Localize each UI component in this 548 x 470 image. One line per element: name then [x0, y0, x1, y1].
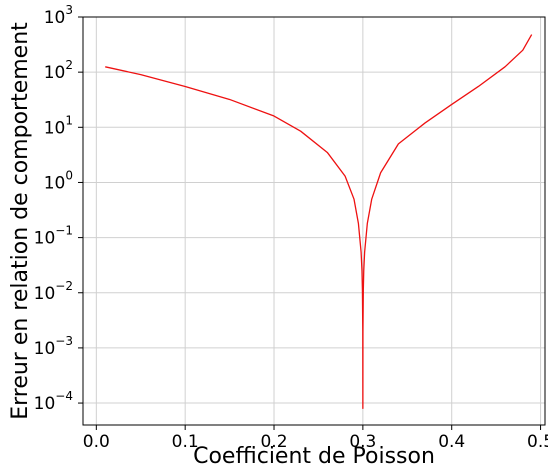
y-tick-base: 10 — [34, 339, 56, 359]
y-tick-exponent: −3 — [55, 334, 73, 348]
y-tick-exponent: 3 — [65, 3, 73, 17]
y-tick-base: 10 — [34, 229, 56, 249]
plot-frame — [82, 16, 546, 426]
x-tick-label: 0.5 — [527, 432, 548, 452]
y-tick-exponent: 2 — [65, 58, 73, 72]
y-tick-label: 10−1 — [34, 224, 73, 249]
y-tick-label: 103 — [44, 3, 73, 28]
x-tick-label: 0.0 — [83, 432, 110, 452]
series-line-0 — [105, 34, 533, 410]
y-tick-base: 10 — [44, 8, 66, 28]
y-tick-exponent: −4 — [55, 389, 73, 403]
y-tick-label: 101 — [44, 113, 73, 138]
x-tick-label: 0.3 — [349, 432, 376, 452]
x-tick-label: 0.2 — [260, 432, 287, 452]
y-tick-exponent: 1 — [65, 113, 73, 127]
y-tick-base: 10 — [34, 284, 56, 304]
x-tick-label: 0.1 — [172, 432, 199, 452]
y-tick-exponent: −1 — [55, 224, 73, 238]
y-tick-label: 102 — [44, 58, 73, 83]
x-axis-title: Coefficient de Poisson — [193, 444, 435, 469]
y-tick-base: 10 — [44, 118, 66, 138]
y-tick-label: 10−4 — [34, 389, 73, 414]
y-tick-label: 10−3 — [34, 334, 73, 359]
y-tick-exponent: 0 — [65, 168, 73, 182]
y-tick-exponent: −2 — [55, 279, 73, 293]
y-tick-base: 10 — [44, 63, 66, 83]
y-tick-base: 10 — [44, 173, 66, 193]
x-tick-label: 0.4 — [438, 432, 465, 452]
series-layer — [105, 34, 533, 410]
x-axis-ticks: 0.0 0.1 0.2 0.3 0.4 0.5 — [83, 425, 548, 452]
y-tick-base: 10 — [34, 394, 56, 414]
y-tick-label: 100 — [44, 168, 73, 193]
y-tick-label: 10−2 — [34, 279, 73, 304]
y-axis-title: Erreur en relation de comportement — [8, 22, 33, 420]
